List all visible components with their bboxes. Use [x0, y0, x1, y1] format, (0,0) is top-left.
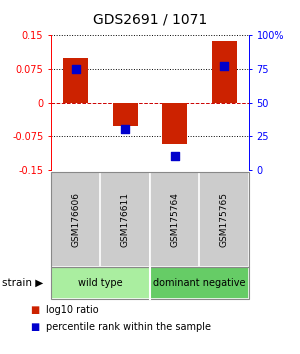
Text: strain ▶: strain ▶ [2, 278, 43, 288]
Text: GSM175764: GSM175764 [170, 192, 179, 247]
Text: GDS2691 / 1071: GDS2691 / 1071 [93, 12, 207, 27]
Text: ■: ■ [30, 305, 39, 315]
Bar [162, 103, 187, 144]
Text: GSM176606: GSM176606 [71, 192, 80, 247]
Bar [63, 58, 88, 103]
Point [172, 153, 177, 158]
Bar [212, 41, 237, 103]
Point [222, 63, 227, 69]
Text: ■: ■ [30, 322, 39, 332]
Text: dominant negative: dominant negative [153, 278, 246, 288]
Text: GSM175765: GSM175765 [220, 192, 229, 247]
Text: percentile rank within the sample: percentile rank within the sample [46, 322, 211, 332]
Point [123, 126, 128, 131]
Text: GSM176611: GSM176611 [121, 192, 130, 247]
Bar [113, 103, 138, 126]
Point [74, 66, 78, 72]
Text: log10 ratio: log10 ratio [46, 305, 99, 315]
Text: wild type: wild type [78, 278, 123, 288]
